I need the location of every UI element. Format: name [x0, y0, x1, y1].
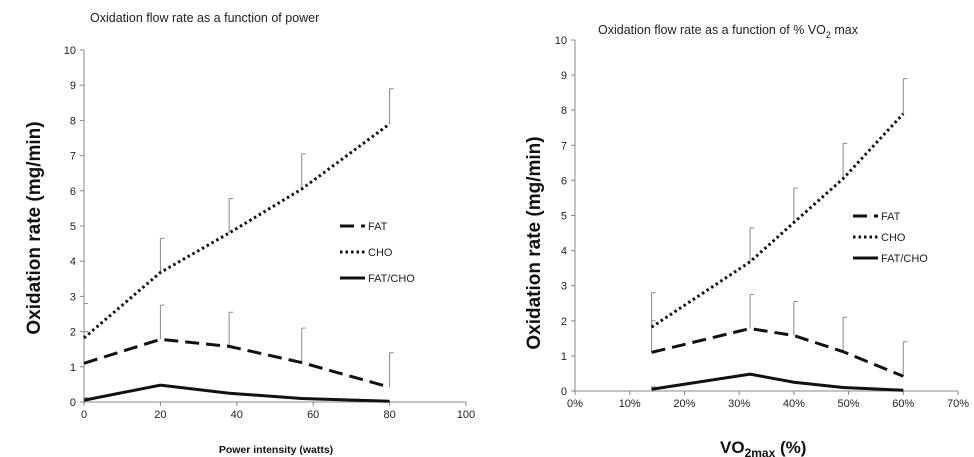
y-tick-label: 9 [561, 70, 567, 82]
x-tick-label: 60% [892, 398, 914, 410]
x-tick-label: 0% [567, 398, 583, 410]
series-line-fat-cho [651, 372, 904, 392]
x-tick-label: 50% [838, 398, 860, 410]
y-tick-label: 0 [70, 397, 76, 409]
y-tick-label: 3 [561, 281, 567, 293]
x-axis-label-tail: (%) [775, 438, 806, 457]
x-tick-label: 10% [619, 398, 641, 410]
x-tick-label: 40% [783, 398, 805, 410]
series-line-cho [83, 122, 391, 340]
y-tick-label: 7 [561, 140, 567, 152]
y-tick-label: 3 [70, 291, 76, 303]
y-tick-label: 6 [561, 175, 567, 187]
y-tick-label: 4 [70, 256, 76, 268]
x-axis-label: Power intensity (watts) [219, 444, 333, 456]
y-tick-label: 8 [70, 115, 76, 127]
chart-title-tail: max [831, 23, 859, 37]
y-axis-label: Oxidation rate (mg/min) [24, 121, 45, 334]
y-tick-label: 1 [70, 362, 76, 374]
chart-title-main: Oxidation flow rate as a function of % V… [598, 23, 826, 37]
chart-vo2max: Oxidation flow rate as a function of % V… [524, 23, 969, 457]
y-tick-label: 1 [561, 351, 567, 363]
y-axis-label: Oxidation rate (mg/min) [524, 136, 545, 349]
y-tick-label: 0 [561, 386, 567, 398]
x-tick-label: 70% [947, 398, 969, 410]
y-tick-label: 2 [561, 316, 567, 328]
y-tick-label: 8 [561, 105, 567, 117]
x-tick-label: 100 [457, 409, 475, 421]
x-axis-label-main: VO [720, 438, 745, 457]
y-tick-label: 7 [70, 151, 76, 163]
y-tick-label: 5 [561, 211, 567, 223]
y-tick-label: 10 [64, 45, 76, 57]
y-tick-label: 9 [70, 80, 76, 92]
x-tick-label: 20 [154, 409, 166, 421]
legend-label-fat: FAT [881, 211, 901, 223]
x-tick-label: 80 [383, 409, 395, 421]
chart-title: Oxidation flow rate as a function of pow… [90, 11, 319, 25]
x-axis-label-sub: 2max [745, 446, 776, 457]
series-line-fat-cho [83, 383, 390, 403]
x-tick-label: 60 [307, 409, 319, 421]
legend-label-fat-cho: FAT/CHO [368, 273, 415, 285]
x-tick-label: 30% [728, 398, 750, 410]
x-axis-label: VO2max (%) [720, 438, 806, 457]
x-tick-label: 40 [231, 409, 243, 421]
series-line-fat [83, 337, 391, 389]
legend-label-cho: CHO [368, 247, 393, 259]
chart-power: Oxidation flow rate as a function of pow… [24, 11, 475, 456]
x-tick-label: 20% [673, 398, 695, 410]
y-tick-label: 2 [70, 327, 76, 339]
y-tick-label: 10 [555, 35, 567, 47]
legend-label-fat-cho: FAT/CHO [881, 253, 928, 265]
y-tick-label: 5 [70, 221, 76, 233]
x-tick-label: 0 [81, 409, 87, 421]
y-tick-label: 6 [70, 186, 76, 198]
y-tick-label: 4 [561, 246, 567, 258]
chart-title: Oxidation flow rate as a function of % V… [598, 23, 859, 40]
legend-label-fat: FAT [368, 221, 388, 233]
legend-label-cho: CHO [881, 232, 906, 244]
chart-title-sub: 2 [826, 30, 831, 40]
series-line-fat [651, 326, 904, 378]
series-line-cho [650, 112, 905, 329]
